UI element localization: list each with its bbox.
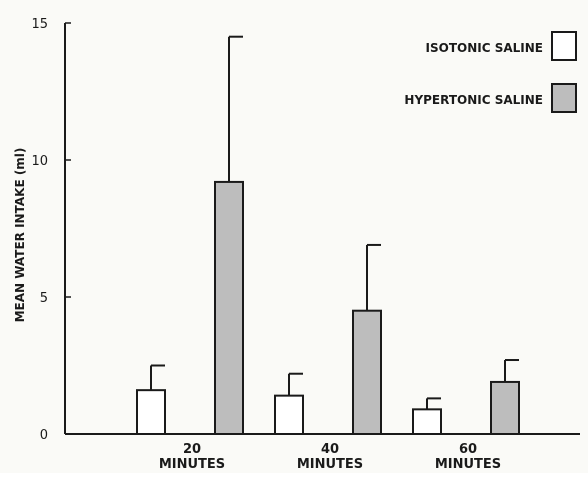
- bar-isotonic: [136, 389, 166, 436]
- bar-hypertonic: [352, 309, 382, 436]
- bar-isotonic: [412, 408, 442, 435]
- legend-label-isotonic: ISOTONIC SALINE: [426, 41, 543, 55]
- x-category-unit: MINUTES: [435, 457, 501, 472]
- y-axis-label: MEAN WATER INTAKE (ml): [13, 148, 27, 323]
- y-tick-label: 5: [40, 291, 48, 306]
- legend-label-hypertonic: HYPERTONIC SALINE: [404, 93, 543, 107]
- x-category-number: 60: [459, 442, 477, 457]
- y-tick-label: 15: [31, 17, 48, 32]
- bar-hypertonic: [490, 380, 520, 436]
- x-category-number: 40: [321, 442, 339, 457]
- x-category-number: 20: [183, 442, 201, 457]
- bar-isotonic: [274, 394, 304, 436]
- bar-hypertonic: [214, 180, 244, 435]
- legend-swatch-hypertonic: [551, 83, 577, 113]
- x-category-unit: MINUTES: [297, 457, 363, 472]
- y-tick-label: 0: [40, 428, 48, 443]
- x-category-unit: MINUTES: [159, 457, 225, 472]
- legend-swatch-isotonic: [551, 31, 577, 61]
- y-tick-label: 10: [31, 154, 48, 169]
